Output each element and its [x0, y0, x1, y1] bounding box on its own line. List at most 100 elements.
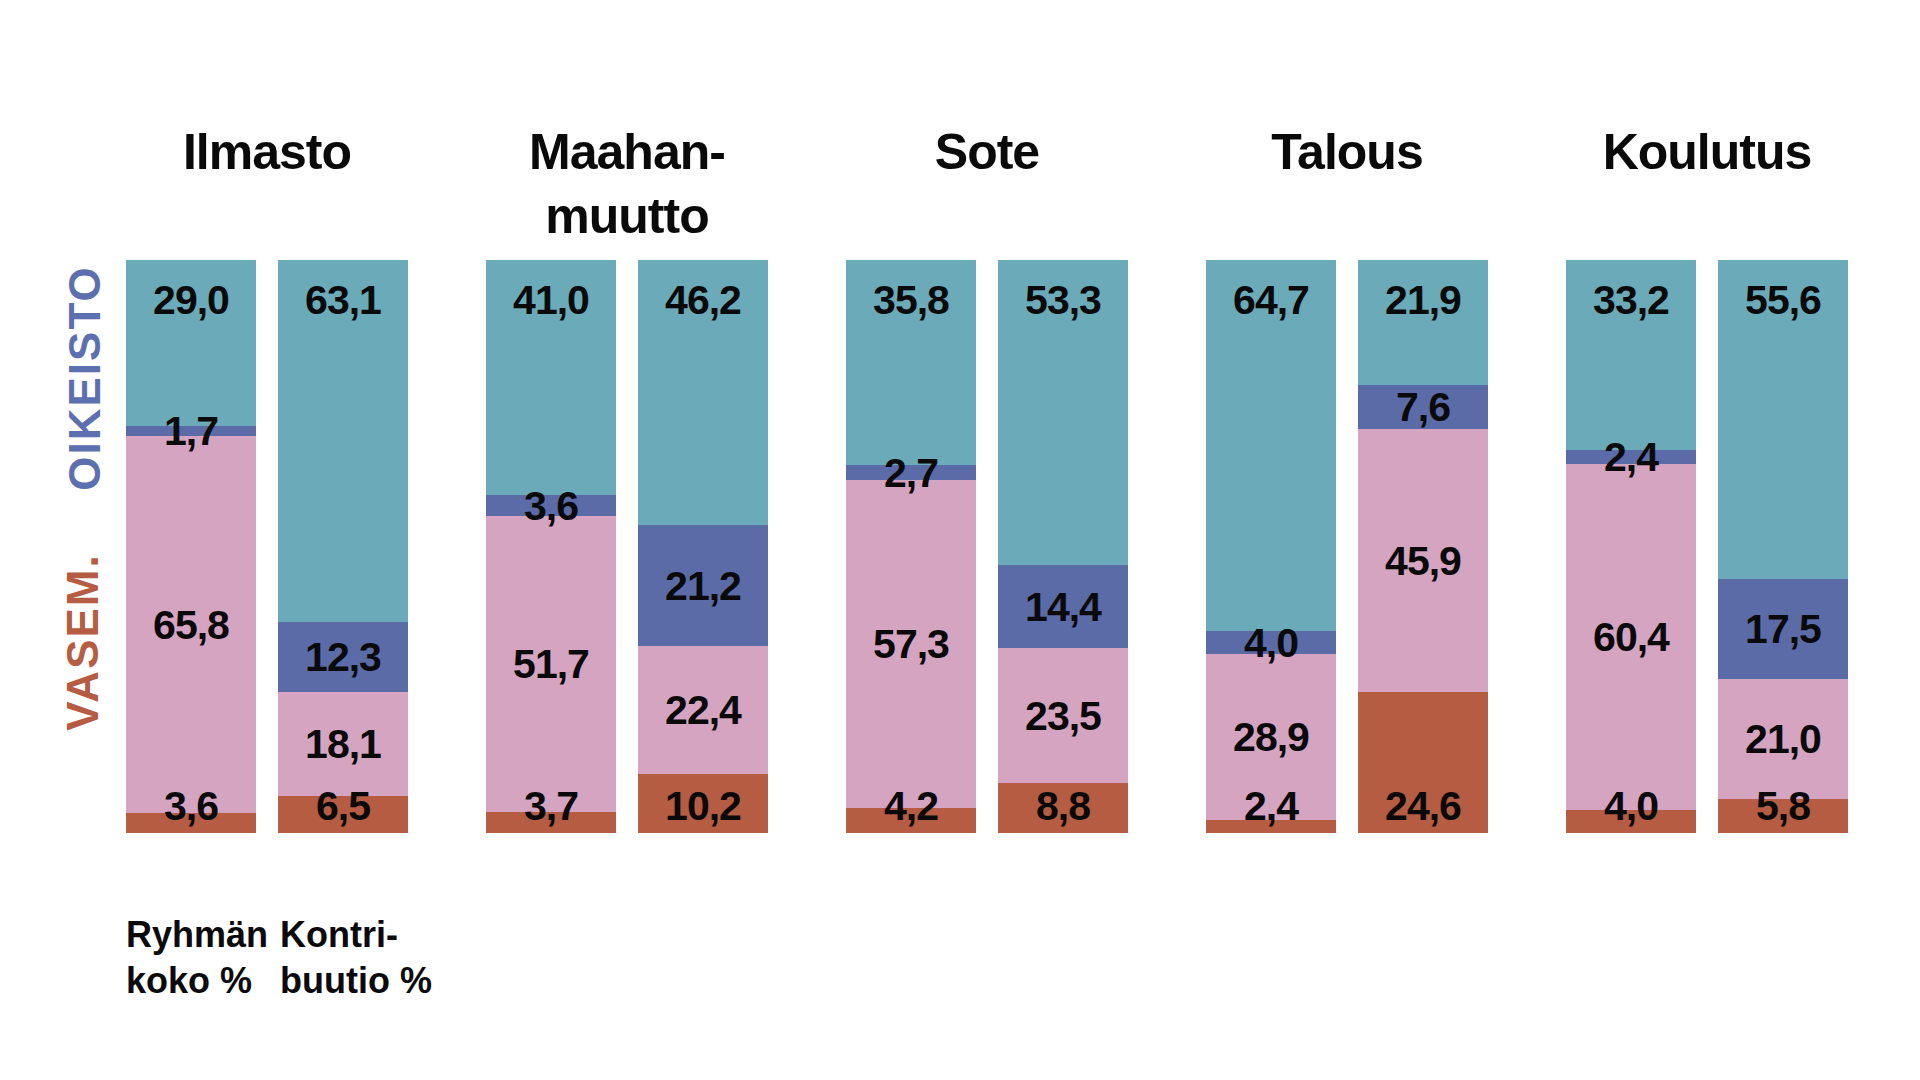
- segment-value-label: 65,8: [126, 603, 256, 647]
- segment-blue: 2,7: [846, 465, 976, 480]
- segment-blue: 1,7: [126, 426, 256, 436]
- segment-value-label: 4,2: [846, 784, 976, 828]
- chart-canvas: OIKEISTO VASEM. Ilmasto29,01,765,83,663,…: [0, 0, 1920, 1080]
- stacked-bar: 55,6 17,5 21,0 5,8: [1718, 260, 1848, 833]
- segment-value-label: 60,4: [1566, 615, 1696, 659]
- stacked-bar: 35,8 2,7 57,3 4,2: [846, 260, 976, 833]
- segment-red: 4,0: [1566, 810, 1696, 833]
- segment-red: 24,6: [1358, 692, 1488, 833]
- segment-value-label: 3,6: [486, 484, 616, 528]
- segment-value-label: 45,9: [1358, 539, 1488, 583]
- segment-red: 3,7: [486, 812, 616, 833]
- segment-value-label: 3,7: [486, 784, 616, 828]
- segment-teal: 55,6: [1718, 260, 1848, 579]
- segment-pink: 18,1: [278, 692, 408, 796]
- segment-value-label: 10,2: [638, 784, 768, 828]
- segment-value-label: 55,6: [1718, 278, 1848, 322]
- segment-value-label: 33,2: [1566, 278, 1696, 322]
- segment-value-label: 14,4: [998, 585, 1128, 629]
- segment-blue: 12,3: [278, 622, 408, 692]
- category-title: Sote: [846, 120, 1128, 184]
- segment-teal: 63,1: [278, 260, 408, 622]
- category-title: Maahan- muutto: [486, 120, 768, 248]
- segment-value-label: 6,5: [278, 784, 408, 828]
- segment-value-label: 3,6: [126, 784, 256, 828]
- segment-teal: 33,2: [1566, 260, 1696, 450]
- segment-value-label: 18,1: [278, 722, 408, 766]
- segment-blue: 4,0: [1206, 631, 1336, 654]
- segment-red: 8,8: [998, 783, 1128, 833]
- segment-red: 10,2: [638, 774, 768, 833]
- segment-value-label: 17,5: [1718, 607, 1848, 651]
- segment-teal: 29,0: [126, 260, 256, 426]
- stacked-bar: 21,9 7,6 45,9 24,6: [1358, 260, 1488, 833]
- segment-blue: 14,4: [998, 565, 1128, 648]
- segment-value-label: 21,9: [1358, 278, 1488, 322]
- segment-blue: 21,2: [638, 525, 768, 646]
- segment-value-label: 57,3: [846, 622, 976, 666]
- footnote-line: Kontri-: [280, 914, 398, 955]
- segment-teal: 53,3: [998, 260, 1128, 565]
- segment-value-label: 7,6: [1358, 385, 1488, 429]
- segment-teal: 46,2: [638, 260, 768, 525]
- category-title: Talous: [1206, 120, 1488, 184]
- stacked-bar: 53,3 14,4 23,5 8,8: [998, 260, 1128, 833]
- segment-value-label: 46,2: [638, 278, 768, 322]
- stacked-bar: 29,0 1,7 65,8 3,6: [126, 260, 256, 833]
- segment-value-label: 2,7: [846, 451, 976, 495]
- segment-red: 2,4: [1206, 820, 1336, 833]
- segment-pink: 22,4: [638, 646, 768, 774]
- footnote-line: buutio %: [280, 960, 432, 1001]
- segment-pink: 45,9: [1358, 429, 1488, 692]
- segment-teal: 41,0: [486, 260, 616, 495]
- segment-blue: 7,6: [1358, 385, 1488, 429]
- segment-value-label: 64,7: [1206, 278, 1336, 322]
- axis-label-oikeisto: OIKEISTO: [60, 265, 110, 490]
- segment-value-label: 24,6: [1358, 784, 1488, 828]
- segment-value-label: 2,4: [1566, 435, 1696, 479]
- footnote-line: Ryhmän: [126, 914, 268, 955]
- segment-value-label: 4,0: [1566, 784, 1696, 828]
- segment-pink: 57,3: [846, 480, 976, 808]
- segment-value-label: 2,4: [1206, 784, 1336, 828]
- bar-footnote-contribution: Kontri- buutio %: [280, 912, 432, 1004]
- segment-value-label: 5,8: [1718, 784, 1848, 828]
- category-title: Koulutus: [1566, 120, 1848, 184]
- segment-red: 5,8: [1718, 799, 1848, 833]
- segment-value-label: 41,0: [486, 278, 616, 322]
- segment-value-label: 23,5: [998, 694, 1128, 738]
- segment-teal: 64,7: [1206, 260, 1336, 631]
- stacked-bar: 33,2 2,4 60,4 4,0: [1566, 260, 1696, 833]
- segment-value-label: 28,9: [1206, 715, 1336, 759]
- segment-blue: 2,4: [1566, 450, 1696, 464]
- segment-value-label: 1,7: [126, 409, 256, 453]
- segment-value-label: 21,0: [1718, 717, 1848, 761]
- segment-value-label: 4,0: [1206, 621, 1336, 665]
- segment-pink: 21,0: [1718, 679, 1848, 799]
- stacked-bar: 41,0 3,6 51,7 3,7: [486, 260, 616, 833]
- segment-value-label: 22,4: [638, 688, 768, 732]
- segment-pink: 23,5: [998, 648, 1128, 783]
- segment-red: 4,2: [846, 808, 976, 833]
- segment-value-label: 12,3: [278, 635, 408, 679]
- segment-value-label: 63,1: [278, 278, 408, 322]
- segment-value-label: 51,7: [486, 642, 616, 686]
- footnote-line: koko %: [126, 960, 252, 1001]
- category-title: Ilmasto: [126, 120, 408, 184]
- segment-value-label: 29,0: [126, 278, 256, 322]
- segment-value-label: 53,3: [998, 278, 1128, 322]
- segment-pink: 65,8: [126, 436, 256, 813]
- segment-blue: 17,5: [1718, 579, 1848, 679]
- segment-red: 3,6: [126, 813, 256, 833]
- segment-value-label: 21,2: [638, 564, 768, 608]
- stacked-bar: 63,1 12,3 18,1 6,5: [278, 260, 408, 833]
- segment-value-label: 35,8: [846, 278, 976, 322]
- segment-teal: 35,8: [846, 260, 976, 465]
- bar-footnote-group-size: Ryhmän koko %: [126, 912, 268, 1004]
- stacked-bar: 64,7 4,0 28,9 2,4: [1206, 260, 1336, 833]
- segment-blue: 3,6: [486, 495, 616, 516]
- segment-pink: 51,7: [486, 516, 616, 812]
- segment-value-label: 8,8: [998, 784, 1128, 828]
- segment-red: 6,5: [278, 796, 408, 833]
- stacked-bar: 46,2 21,2 22,4 10,2: [638, 260, 768, 833]
